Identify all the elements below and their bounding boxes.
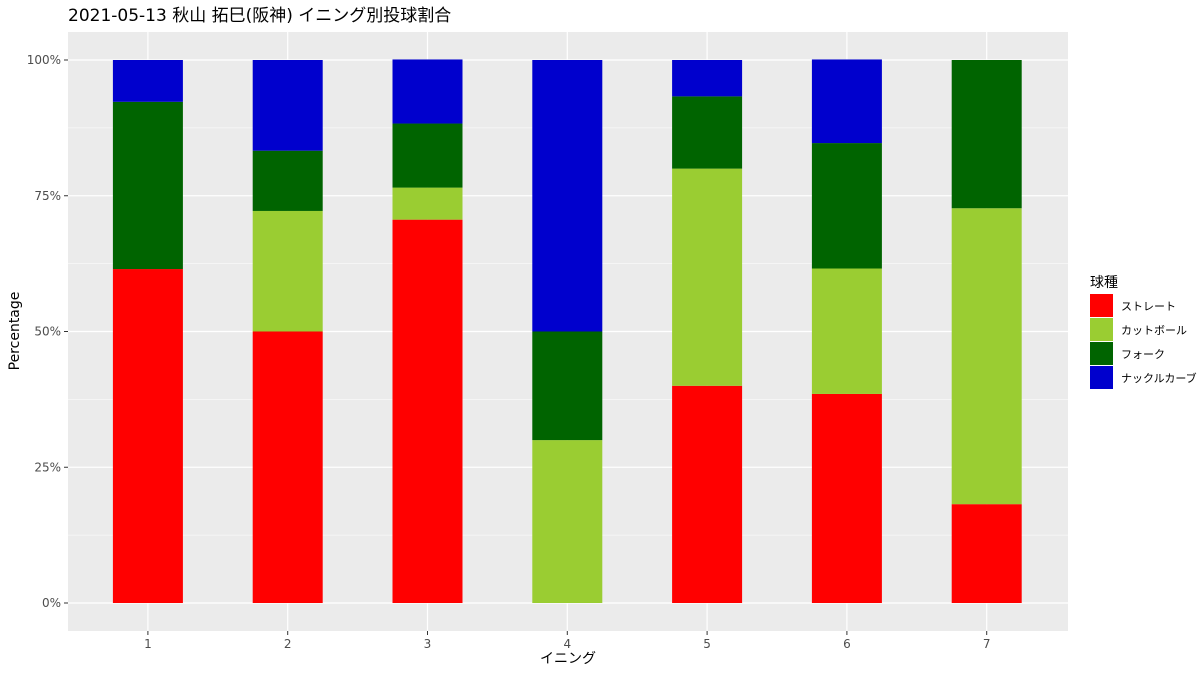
bar-segment [252,331,323,603]
x-tick-label: 1 [144,637,152,651]
bar-segment [392,123,463,188]
bar-segment [532,60,603,332]
bar-segment [532,440,603,603]
bar-segment [112,101,183,270]
bar-segment [811,59,882,144]
y-axis: 0% 25% 50% 75% 100% [27,53,68,610]
y-tick-label: 25% [34,460,61,474]
legend-label: フォーク [1121,348,1165,361]
legend-key [1090,318,1113,341]
legend-label: ストレート [1121,300,1176,313]
y-tick-label: 100% [27,53,61,67]
bar-segment [112,269,183,603]
x-tick-label: 7 [983,637,991,651]
bar-segment [252,60,323,151]
x-tick-label: 2 [284,637,292,651]
bar-segment [252,150,323,211]
legend-label: カットボール [1121,324,1187,337]
y-axis-title: Percentage [7,292,23,371]
bar-segment [811,143,882,269]
bar-segment [672,168,743,386]
x-axis: 1 2 3 4 5 6 7 [144,631,991,651]
bar-segment [951,504,1022,603]
bar-segment [252,210,323,332]
bar-segment [951,60,1022,209]
bar-segment [392,219,463,603]
legend-title: 球種 [1090,275,1118,291]
x-axis-title: イニング [540,651,596,667]
x-tick-label: 5 [703,637,711,651]
y-tick-label: 0% [42,596,61,610]
legend-key [1090,342,1113,365]
x-tick-label: 4 [563,637,571,651]
legend-label: ナックルカーブ [1121,371,1197,385]
bar-segment [672,60,743,97]
x-tick-label: 6 [843,637,851,651]
legend-key [1090,366,1113,389]
bar-segment [811,268,882,394]
bar-segment [951,208,1022,505]
bar-segment [532,331,603,441]
chart-title: 2021-05-13 秋山 拓巳(阪神) イニング別投球割合 [68,6,451,26]
bar-segment [672,385,743,603]
bar-segment [392,59,463,124]
bar-segment [112,60,183,102]
bar-segment [392,187,463,220]
legend-key [1090,294,1113,317]
bar-segment [811,393,882,603]
x-tick-label: 3 [424,637,432,651]
bar-segment [672,96,743,169]
y-tick-label: 50% [34,325,61,339]
bars [112,59,1022,603]
y-tick-label: 75% [34,189,61,203]
